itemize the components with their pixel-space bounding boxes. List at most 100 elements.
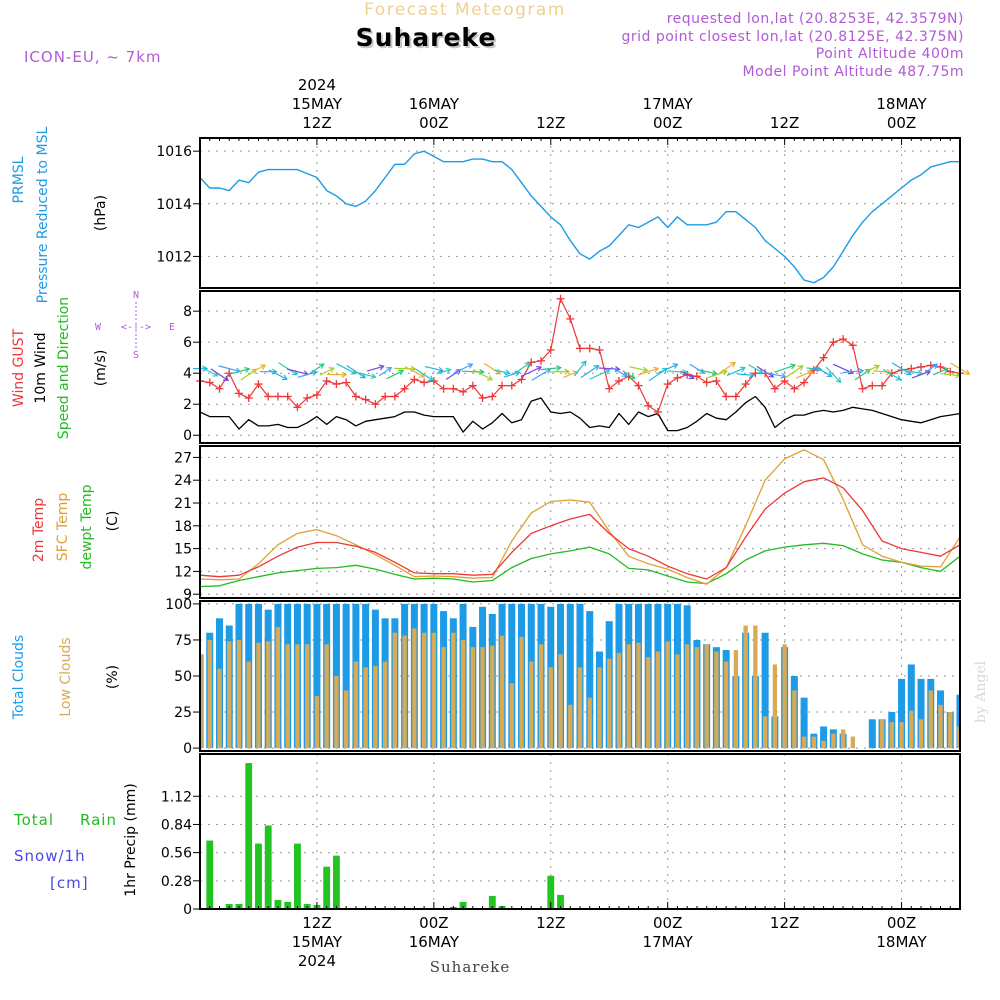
low-cloud-bar: [519, 637, 524, 749]
y-tick-label: 75: [174, 633, 192, 649]
wind-direction-arrow: [923, 363, 938, 374]
wind-panel-frame: [199, 290, 961, 444]
model-label: ICON-EU, ~ 7km: [24, 48, 162, 66]
clouds-panel-frame: [199, 600, 961, 752]
rain-bar: [284, 901, 292, 909]
wind-direction-arrow: [504, 369, 511, 376]
requested-coords: requested lon,lat (20.8253E, 42.3579N): [667, 11, 964, 27]
top-time-label: 2024: [298, 76, 336, 94]
low-cloud-bar: [324, 644, 329, 749]
wind-direction-arrow: [825, 366, 842, 383]
wind-direction-arrow: [218, 365, 241, 373]
low-cloud-bar: [285, 644, 290, 749]
wind-direction-arrow: [437, 366, 444, 373]
low-cloud-bar: [568, 704, 573, 749]
low-cloud-bar: [694, 647, 700, 749]
temp-panel-frame: [199, 445, 961, 599]
temp-label-sfc: SFC Temp: [55, 493, 71, 562]
low-cloud-bar: [490, 645, 495, 749]
low-cloud-bar: [275, 626, 281, 749]
wind-direction-arrow: [629, 373, 636, 380]
wind-direction-arrow: [297, 371, 317, 378]
wind-direction-arrow: [865, 365, 880, 373]
wind-direction-arrow: [873, 364, 881, 371]
wind-direction-arrow: [593, 365, 600, 371]
low-cloud-bar: [217, 668, 222, 749]
wind-direction-arrow: [900, 369, 922, 374]
low-cloud-bar: [295, 644, 300, 749]
wind-direction-arrow: [281, 374, 288, 381]
wind-direction-arrow: [341, 371, 348, 378]
wind-direction-arrow: [202, 365, 209, 372]
low-cloud-bar: [762, 716, 768, 749]
temp-label-2m: 2m Temp: [31, 498, 47, 562]
low-cloud-bar: [509, 683, 514, 749]
precip-label-snow: Snow/1h: [14, 847, 86, 865]
low-cloud-bar: [363, 667, 368, 749]
wind-direction-arrow: [555, 364, 562, 372]
wind-direction-arrow: [858, 367, 865, 375]
low-cloud-bar: [246, 661, 251, 749]
wind-direction-arrow: [629, 366, 648, 372]
low-cloud-bar: [909, 710, 914, 749]
gridpoint-coords: grid point closest lon,lat (20.8125E, 42…: [621, 29, 964, 45]
sfc-temp-line: [199, 449, 961, 585]
y-tick-label: 12: [174, 564, 192, 580]
wind-direction-arrow: [328, 367, 335, 373]
low-cloud-bar: [577, 667, 583, 749]
rain-bar: [547, 875, 555, 909]
low-cloud-bar: [655, 651, 661, 749]
y-tick-label: 1014: [156, 197, 192, 213]
wind-direction-arrow: [268, 369, 288, 380]
low-cloud-bar: [334, 676, 339, 749]
wind-direction-arrow: [940, 372, 961, 377]
wind-direction-arrow: [964, 369, 971, 375]
low-cloud-bar: [236, 639, 242, 749]
bottom-time-label: 00Z: [419, 914, 448, 932]
wind-direction-arrow: [355, 371, 376, 378]
rain-bar: [333, 855, 340, 909]
wind-direction-arrow: [483, 362, 501, 375]
bottom-time-label: 17MAY: [643, 933, 694, 951]
wind-direction-arrow: [445, 367, 452, 374]
y-tick-label: 1012: [156, 249, 192, 265]
low-cloud-bar: [792, 690, 797, 749]
location-title-shadow: Suhareke: [358, 25, 499, 54]
wind-direction-arrow: [540, 367, 561, 371]
bottom-time-label: 12Z: [302, 914, 331, 932]
wind-direction-arrow: [668, 370, 687, 373]
low-cloud-bar: [811, 736, 817, 749]
top-time-label: 15MAY: [292, 95, 343, 113]
total-cloud-bar: [800, 697, 808, 749]
clouds-label-low: Low Clouds: [58, 637, 74, 716]
data-marks: [193, 150, 971, 910]
wind-direction-arrow: [271, 368, 278, 375]
wind-direction-arrow: [564, 368, 571, 375]
compass-e: E: [169, 322, 175, 333]
compass-w: W: [95, 322, 102, 333]
total-cloud-bar: [907, 664, 915, 749]
wind-direction-arrow: [346, 365, 366, 379]
clouds-unit: (%): [105, 665, 121, 689]
wind-direction-arrow: [610, 366, 628, 377]
low-cloud-bar: [957, 726, 960, 749]
y-tick-label: 15: [174, 542, 192, 558]
pressure-label-1: PRMSL: [11, 156, 27, 203]
wind-direction-arrow: [260, 364, 267, 370]
wind-direction-arrow: [378, 364, 385, 371]
wind-direction-arrow: [797, 365, 804, 371]
low-cloud-bar: [616, 652, 622, 749]
total-cloud-bar: [898, 678, 906, 749]
wind-direction-arrow: [653, 366, 660, 373]
y-tick-label: 0.56: [161, 846, 192, 862]
y-tick-label: 0: [183, 902, 192, 918]
precip-label-cm: [cm]: [50, 874, 89, 892]
rain-bar: [294, 843, 301, 909]
wind-direction-arrow: [815, 366, 832, 377]
wind-direction-arrow: [251, 364, 266, 373]
rain-bar: [557, 894, 564, 909]
total-cloud-bar: [761, 632, 769, 749]
low-cloud-bar: [548, 667, 553, 749]
clouds-label-total: Total Clouds: [11, 635, 27, 720]
compass-rose: N S W E <-|->: [95, 290, 175, 361]
